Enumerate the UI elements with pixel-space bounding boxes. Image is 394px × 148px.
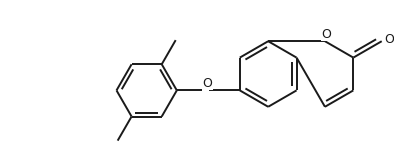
- Text: O: O: [321, 28, 331, 41]
- Text: O: O: [385, 33, 394, 46]
- Text: O: O: [203, 77, 213, 90]
